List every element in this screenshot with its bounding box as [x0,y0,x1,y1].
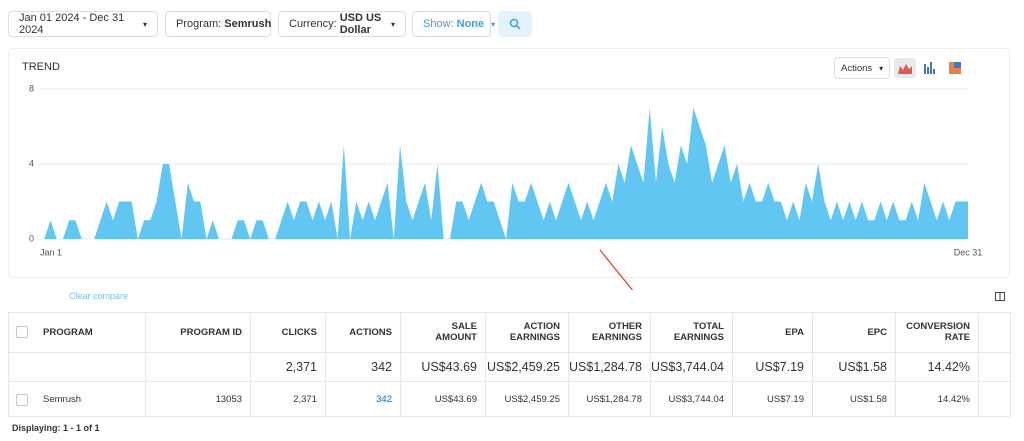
total-cell: US$3,744.04 [651,359,724,374]
table-border [8,416,1010,417]
table-cell: 13053 [215,393,242,405]
footer: Displaying: 1 - 1 of 1 [12,423,100,433]
checkbox[interactable] [16,326,28,338]
date-range: Jan 01 2024 - Dec 31 2024 [19,12,125,36]
table-cell: US$2,459.25 [504,393,560,405]
clear-compare-link[interactable]: Clear compare [69,291,129,301]
total-cell: 2,371 [285,359,317,374]
caret: ▾ [491,19,496,29]
column-header[interactable]: CLICKS [281,326,317,338]
table-cell: US$7.19 [767,393,804,405]
date-filter[interactable]: Jan 01 2024 - Dec 31 2024 ▾ [8,11,158,37]
filter-value: None [456,18,485,30]
column-header[interactable]: SALE AMOUNT [435,321,477,343]
column-header[interactable]: CONVERSION RATE [906,321,970,343]
trend-card [8,48,1010,278]
table-cell[interactable]: 342 [376,393,392,405]
column-header[interactable]: OTHER EARNINGS [591,321,642,343]
actions-button[interactable]: Actions ▾ [834,57,890,79]
filter-label: Show: [423,18,454,30]
total-cell: US$1,284.78 [569,359,642,374]
column-header[interactable]: EPC [867,326,887,338]
column-header[interactable]: EPA [785,326,804,338]
table-cell: US$43.69 [434,393,477,405]
total-cell: US$2,459.25 [487,359,560,374]
column-border [145,312,146,416]
total-cell: 342 [371,359,392,374]
search-button[interactable] [498,11,532,37]
column-header[interactable]: ACTIONS [349,326,392,338]
column-header[interactable]: PROGRAM [43,326,93,338]
column-border [978,312,979,416]
column-border [1010,312,1011,416]
caret: ▾ [879,63,884,73]
column-border [250,312,251,416]
checkbox[interactable] [16,394,28,406]
caret: ▾ [142,19,147,29]
column-border [568,312,569,416]
filter-value: Semrush [224,18,272,30]
column-header[interactable]: TOTAL EARNINGS [673,321,724,343]
table-border [8,312,1010,313]
total-cell: US$43.69 [421,359,477,374]
table-cell: 14.42% [937,393,970,405]
column-header[interactable]: ACTION EARNINGS [509,321,560,343]
table-border [8,381,1010,382]
currency-filter[interactable]: Currency: USD US Dollar ▾ [278,11,406,37]
caret: ▾ [390,19,395,29]
column-header[interactable]: PROGRAM ID [180,326,242,338]
column-border [895,312,896,416]
table-cell: US$1.58 [850,393,887,405]
table-cell: US$1,284.78 [586,393,642,405]
total-cell: US$7.19 [755,359,804,374]
column-border [485,312,486,416]
show-filter[interactable]: Show: None ▾ [412,11,495,37]
actions-label: Actions [841,62,873,74]
table-border [8,352,1010,353]
search-icon [509,18,521,30]
filter-value: USD US Dollar [339,12,382,36]
total-cell: 14.42% [927,359,970,374]
filter-label: Program: [176,18,222,30]
column-border [400,312,401,416]
table-cell: US$3,744.04 [668,393,724,405]
filter-label: Currency: [289,18,337,30]
column-border [650,312,651,416]
column-border [812,312,813,416]
columns-icon[interactable] [995,292,1005,301]
table-cell: 2,371 [293,393,317,405]
total-cell: US$1.58 [838,359,887,374]
column-border [732,312,733,416]
column-border [8,312,9,416]
table-cell: Semrush [43,393,82,405]
program-filter[interactable]: Program:Semrush▾ [165,11,282,37]
column-border [325,312,326,416]
